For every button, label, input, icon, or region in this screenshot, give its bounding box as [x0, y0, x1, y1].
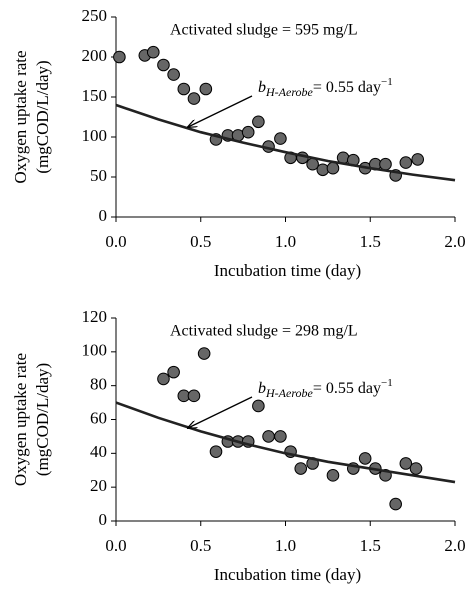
x-tick-label: 1.5	[360, 232, 381, 251]
data-point	[274, 430, 287, 443]
data-point	[399, 457, 413, 470]
chart-panel: 0 20 40 60 80 100 120 0.0 0.5 1.0 1.5 2.0 Incubation…	[11, 307, 466, 584]
symbol: b	[258, 79, 266, 96]
chart-panel: 0 50 100 150 200 250 0.0 0.5 1.0 1.5 2.0 Incubation…	[11, 6, 466, 280]
data-point	[389, 497, 402, 511]
y-tick-label: 100	[82, 341, 108, 360]
x-tick-label: 0.0	[105, 232, 126, 251]
data-point	[306, 157, 319, 171]
data-point	[113, 50, 126, 64]
x-axis-label: Incubation time (day)	[214, 261, 361, 280]
x-axis-label: Incubation time (day)	[214, 565, 361, 584]
y-tick-label: 0	[99, 510, 108, 529]
y-tick-label: 60	[90, 408, 107, 427]
superscript: −1	[381, 76, 393, 88]
data-point	[146, 45, 160, 59]
y-axis-label: (mgCOD/L/day)	[33, 363, 52, 476]
data-point	[399, 156, 413, 169]
arrow	[188, 95, 253, 127]
y-tick-label: 120	[82, 307, 108, 326]
data-point	[157, 372, 170, 386]
arrow	[188, 396, 253, 428]
x-tick-label: 0.5	[190, 232, 211, 251]
data-point	[294, 462, 308, 475]
data-point	[197, 347, 211, 360]
rate-text: = 0.55 day	[313, 79, 381, 96]
y-tick-label: 250	[82, 6, 108, 25]
data-point	[252, 115, 265, 129]
rate-annotation: bH-Aerobe= 0.55 day−1	[258, 76, 393, 99]
subscript: H-Aerobe	[265, 85, 314, 99]
y-tick-label: 150	[82, 86, 108, 105]
y-tick-label: 200	[82, 46, 108, 65]
y-tick-label: 40	[90, 442, 107, 461]
data-point	[358, 452, 372, 465]
data-point	[187, 389, 201, 403]
data-point	[241, 125, 255, 139]
subscript: H-Aerobe	[265, 386, 314, 400]
y-tick-label: 20	[90, 476, 107, 495]
data-point	[326, 469, 340, 482]
fit-line	[115, 401, 456, 484]
data-point	[411, 153, 425, 166]
y-axis-label: (mgCOD/L/day)	[33, 60, 52, 173]
x-tick-label: 0.5	[190, 536, 211, 555]
y-tick-label: 100	[82, 126, 108, 145]
fit-line	[115, 103, 456, 182]
data-point	[409, 462, 423, 475]
data-point	[252, 399, 265, 413]
annotation: Activated sludge = 595 mg/L	[170, 22, 358, 39]
y-axis-label: Oxygen uptake rate	[11, 353, 30, 486]
superscript: −1	[381, 377, 393, 389]
data-point	[157, 58, 170, 72]
data-point	[326, 161, 340, 175]
rate-annotation: bH-Aerobe= 0.55 day−1	[258, 377, 393, 400]
x-tick-label: 0.0	[105, 536, 126, 555]
data-point	[187, 92, 201, 105]
symbol: b	[258, 380, 266, 397]
rate-text: = 0.55 day	[313, 380, 381, 397]
data-point	[177, 82, 191, 96]
y-tick-label: 0	[99, 206, 108, 225]
data-point	[274, 132, 287, 145]
x-tick-label: 2.0	[444, 536, 465, 555]
data-point	[209, 445, 223, 458]
x-tick-label: 2.0	[444, 232, 465, 251]
y-tick-label: 80	[90, 375, 107, 394]
y-tick-label: 50	[90, 166, 107, 185]
x-tick-label: 1.5	[360, 536, 381, 555]
data-point	[167, 365, 180, 379]
y-axis-label: Oxygen uptake rate	[11, 50, 30, 183]
data-point	[199, 82, 213, 96]
data-point	[316, 163, 330, 177]
data-point	[262, 430, 275, 443]
data-point	[167, 68, 180, 81]
annotation: Activated sludge = 298 mg/L	[170, 323, 358, 340]
x-tick-label: 1.0	[275, 536, 296, 555]
data-point	[379, 157, 392, 171]
x-tick-label: 1.0	[275, 232, 296, 251]
